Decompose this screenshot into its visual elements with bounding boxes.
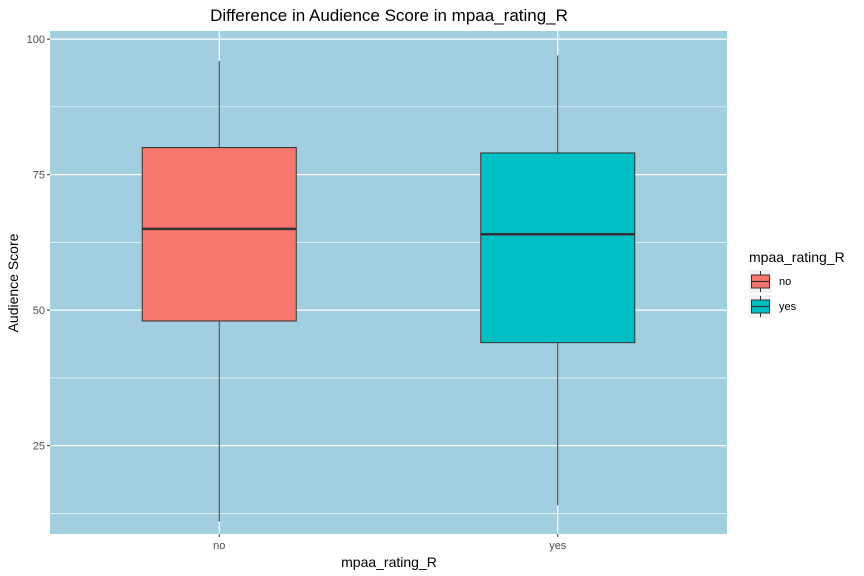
y-tick-label: 100 [27, 34, 45, 46]
legend-label: no [779, 276, 791, 288]
legend: mpaa_rating_R no yes [749, 249, 845, 318]
y-tick-label: 25 [33, 441, 45, 453]
x-tick-label: no [213, 540, 225, 552]
legend-title: mpaa_rating_R [749, 249, 845, 265]
box-no [141, 60, 297, 522]
x-tick-label: yes [549, 540, 567, 552]
box-iqr [141, 147, 297, 322]
legend-label: yes [779, 301, 797, 313]
legend-items: no yes [749, 270, 797, 318]
x-axis-ticks: no yes [213, 534, 567, 552]
legend-item-yes: yes [749, 295, 797, 318]
y-axis-title: Audience Score [5, 233, 21, 332]
y-tick-label: 50 [33, 305, 45, 317]
chart-title: Difference in Audience Score in mpaa_rat… [210, 6, 568, 25]
y-tick-label: 75 [33, 170, 45, 182]
x-axis-title: mpaa_rating_R [341, 554, 437, 570]
box-layer [141, 55, 636, 522]
y-axis-ticks: 25 50 75 100 [27, 34, 50, 453]
box-yes [480, 55, 636, 506]
legend-item-no: no [749, 270, 791, 293]
box-iqr [480, 152, 636, 344]
